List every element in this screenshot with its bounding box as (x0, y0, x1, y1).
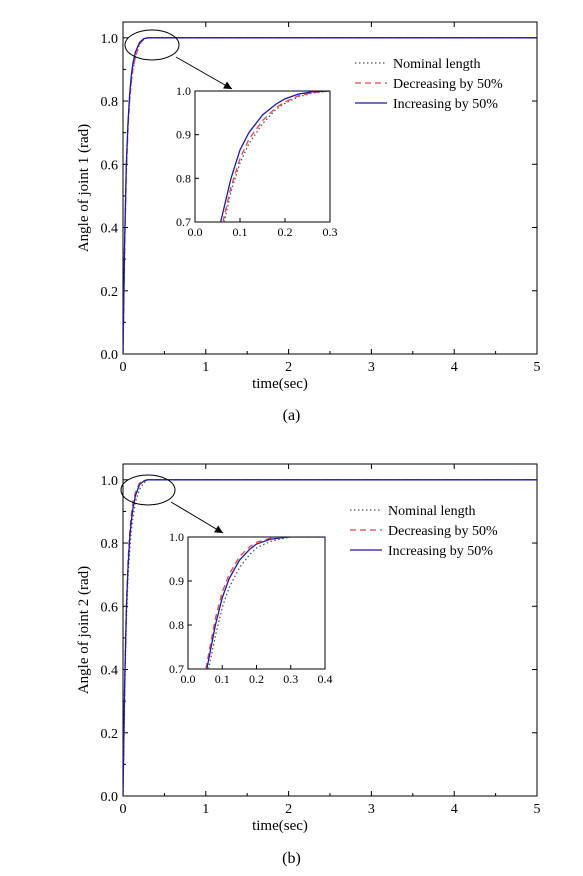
inset-x-tick-label: 0.0 (181, 672, 196, 686)
x-tick-label: 2 (285, 802, 292, 817)
chart-1: 0 1 2 3 4 5 0.0 0.2 0.4 0.6 0.8 1.0 time(sec) Angle o… (76, 463, 541, 834)
x-tick-label: 4 (451, 360, 458, 375)
inset-1: 0.0 0.1 0.2 0.3 0.4 0.7 0.8 0.9 1.0 (169, 530, 333, 686)
y-tick-label: 0.0 (101, 790, 119, 805)
inset-y-tick-label: 1.0 (176, 84, 191, 98)
y-tick-label: 1.0 (101, 474, 119, 489)
inset-y-tick-label: 0.9 (176, 128, 191, 142)
x-tick-label: 3 (368, 802, 375, 817)
legend-label: Increasing by 50% (388, 544, 493, 559)
series-line-2 (123, 37, 537, 354)
x-tick-label: 5 (534, 360, 541, 375)
inset-x-tick-label: 0.2 (278, 225, 293, 239)
x-tick-label: 3 (368, 360, 375, 375)
inset-y-tick-label: 0.9 (169, 574, 184, 588)
inset-frame (194, 90, 331, 223)
x-tick-label: 5 (534, 802, 541, 817)
legend-label: Nominal length (393, 57, 481, 72)
x-tick-label: 2 (285, 360, 292, 375)
inset-y-tick-label: 0.7 (169, 662, 184, 676)
inset-frame (187, 536, 326, 670)
inset-x-tick-label: 0.1 (215, 672, 230, 686)
y-tick-label: 0.6 (101, 600, 119, 615)
inset-x-tick-label: 0.3 (323, 225, 338, 239)
x-tick-label: 1 (202, 360, 209, 375)
y-tick-label: 0.6 (101, 158, 119, 173)
y-tick-label: 0.4 (101, 664, 119, 679)
y-tick-label: 0.2 (101, 285, 119, 300)
inset-y-tick-label: 0.8 (176, 171, 191, 185)
legend-label: Nominal length (388, 504, 476, 519)
x-tick-label: 0 (120, 360, 127, 375)
y-tick-label: 0.8 (101, 537, 119, 552)
inset-series-line-2 (220, 91, 330, 222)
x-tick-label: 4 (451, 802, 458, 817)
legend-label: Decreasing by 50% (388, 524, 498, 539)
chart-0: 0 1 2 3 4 5 0.0 0.2 0.4 0.6 0.8 1.0 time(sec) Angle o… (76, 21, 541, 392)
caption-a: (a) (282, 407, 301, 424)
inset-series-line-0 (223, 91, 330, 222)
caption-b: (b) (282, 850, 301, 867)
inset-series-line-1 (222, 91, 330, 222)
x-axis-label: time(sec) (252, 818, 308, 834)
zoom-arrow-line (170, 501, 224, 534)
inset-x-tick-label: 0.4 (318, 672, 333, 686)
zoom-arrow-line (175, 56, 233, 90)
x-tick-label: 0 (120, 802, 127, 817)
legend-label: Decreasing by 50% (393, 77, 503, 92)
y-tick-label: 0.4 (101, 222, 119, 237)
inset-series-line-2 (206, 537, 325, 669)
inset-x-tick-label: 0.1 (233, 225, 248, 239)
zoom-ellipse (120, 474, 176, 506)
y-tick-label: 1.0 (101, 32, 119, 47)
inset-series-line-1 (205, 537, 325, 669)
y-tick-label: 0.0 (101, 348, 119, 363)
y-tick-label: 0.2 (101, 727, 119, 742)
inset-0: 0.0 0.1 0.2 0.3 0.7 0.8 0.9 1.0 (176, 84, 338, 239)
inset-y-tick-label: 0.7 (176, 215, 191, 229)
inset-x-tick-label: 0.2 (249, 672, 264, 686)
y-tick-label: 0.8 (101, 95, 119, 110)
x-axis-label: time(sec) (252, 376, 308, 392)
legend-label: Increasing by 50% (393, 97, 498, 112)
zoom-arrow-head (223, 81, 232, 89)
zoom-arrow-head (214, 525, 223, 533)
y-axis-label: Angle of joint 2 (rad) (76, 566, 92, 694)
zoom-ellipse (124, 29, 180, 61)
inset-x-tick-label: 0.0 (188, 225, 203, 239)
x-tick-label: 1 (202, 802, 209, 817)
inset-y-tick-label: 0.8 (169, 618, 184, 632)
series-line-2 (123, 479, 537, 796)
y-axis-label: Angle of joint 1 (rad) (76, 124, 92, 252)
inset-y-tick-label: 1.0 (169, 530, 184, 544)
inset-x-tick-label: 0.3 (283, 672, 298, 686)
